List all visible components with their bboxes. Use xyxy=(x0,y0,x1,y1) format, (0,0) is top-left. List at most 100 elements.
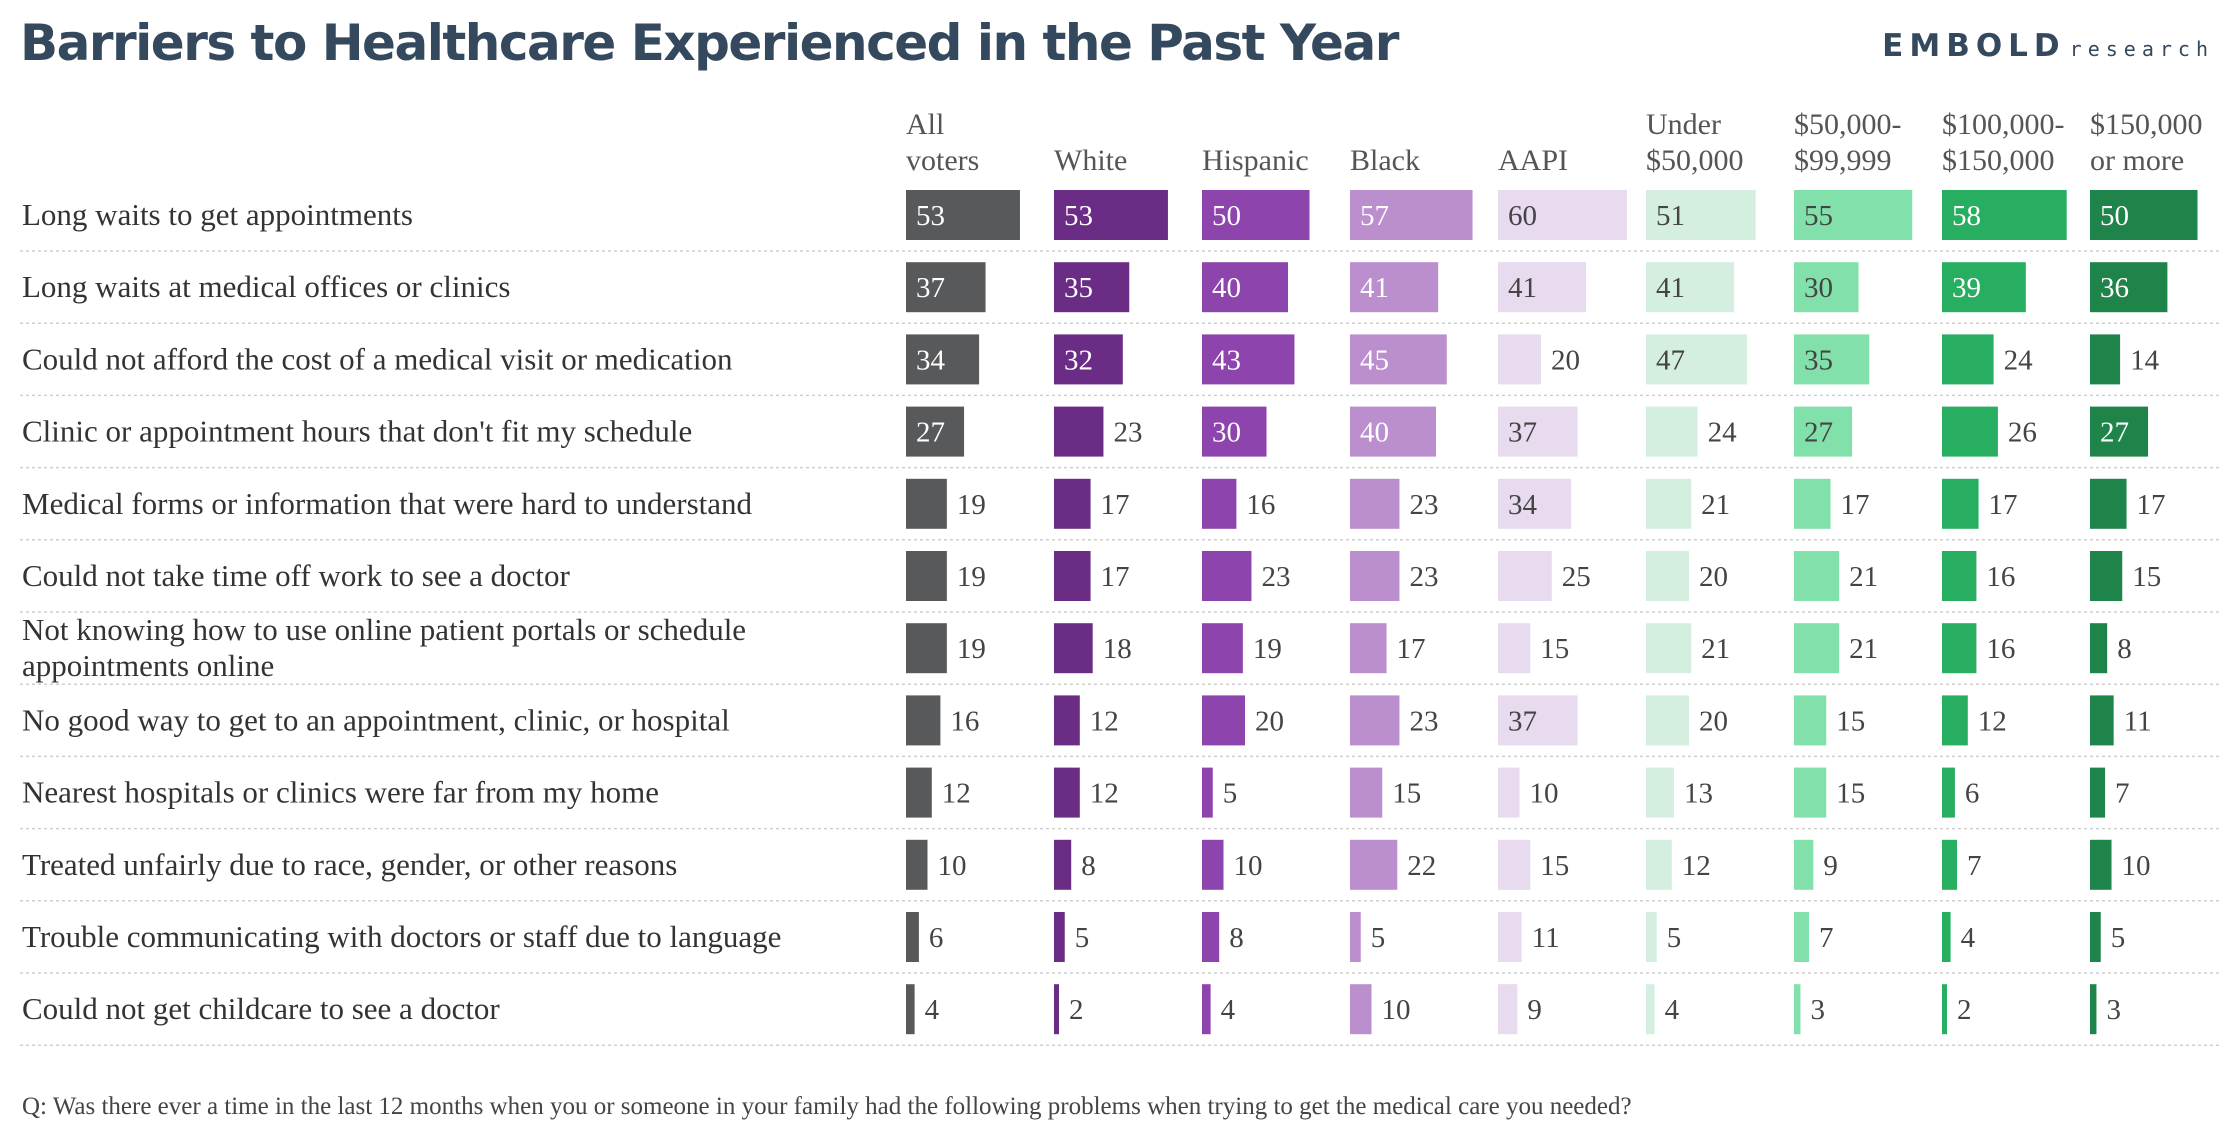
value-label-r4-c4: 34 xyxy=(1508,489,1538,521)
bar-r10-c7 xyxy=(1942,912,1951,962)
bar-r11-c6 xyxy=(1794,984,1801,1035)
bar-r10-c8 xyxy=(2090,912,2101,962)
value-label-r8-c4: 10 xyxy=(1530,778,1559,810)
row-label-2-line-0: Could not afford the cost of a medical v… xyxy=(22,341,733,376)
value-label-r8-c7: 6 xyxy=(1965,778,1980,810)
bar-r6-c6 xyxy=(1794,623,1840,674)
bar-r5-c0 xyxy=(906,551,947,601)
brand-suffix: research xyxy=(2069,37,2214,61)
column-header-0-line-0: All xyxy=(906,108,944,141)
value-label-r2-c5: 47 xyxy=(1656,344,1685,376)
bar-r11-c8 xyxy=(2090,984,2097,1035)
bar-r10-c2 xyxy=(1202,912,1220,962)
bar-r7-c0 xyxy=(906,695,941,746)
column-header-0-line-1: voters xyxy=(906,144,979,177)
bar-r3-c3 xyxy=(1350,406,1436,457)
value-label-r10-c2: 8 xyxy=(1229,922,1244,954)
value-label-r6-c7: 16 xyxy=(1986,633,2015,665)
column-header-5-line-0: Under xyxy=(1646,108,1721,141)
value-label-r9-c4: 15 xyxy=(1540,850,1569,882)
row-label-10-line-0: Trouble communicating with doctors or st… xyxy=(22,919,781,954)
value-label-r11-c6: 3 xyxy=(1810,994,1825,1026)
bar-r11-c2 xyxy=(1202,984,1211,1035)
value-label-r0-c5: 51 xyxy=(1656,200,1685,232)
value-label-r11-c0: 4 xyxy=(925,994,940,1026)
bar-r11-c0 xyxy=(906,984,915,1035)
value-label-r2-c1: 32 xyxy=(1064,344,1093,376)
bar-r8-c2 xyxy=(1202,767,1213,818)
value-label-r7-c4: 37 xyxy=(1508,705,1537,737)
bar-r0-c6 xyxy=(1794,190,1913,240)
bar-r9-c7 xyxy=(1942,839,1958,890)
value-label-r3-c4: 37 xyxy=(1508,417,1537,449)
bar-r4-c7 xyxy=(1942,478,1979,529)
bar-r7-c2 xyxy=(1202,695,1245,746)
value-label-r1-c3: 41 xyxy=(1360,272,1389,304)
value-label-r11-c5: 4 xyxy=(1665,994,1680,1026)
value-label-r8-c6: 15 xyxy=(1836,778,1865,810)
value-label-r8-c0: 12 xyxy=(942,778,971,810)
bar-r6-c1 xyxy=(1054,623,1093,674)
brand-name: EMBOLD xyxy=(1882,28,2066,64)
value-label-r5-c8: 15 xyxy=(2132,561,2161,593)
bar-r0-c1 xyxy=(1054,190,1168,240)
value-label-r6-c3: 17 xyxy=(1397,633,1426,665)
bar-r2-c4 xyxy=(1498,334,1541,385)
bar-r4-c8 xyxy=(2090,478,2127,529)
bar-r11-c3 xyxy=(1350,984,1372,1035)
row-label-0-line-0: Long waits to get appointments xyxy=(22,197,413,232)
chart-title: Barriers to Healthcare Experienced in th… xyxy=(20,14,1399,72)
bar-r3-c5 xyxy=(1646,406,1698,457)
bar-r0-c0 xyxy=(906,190,1020,240)
column-header-4-line-0: AAPI xyxy=(1498,144,1568,177)
value-label-r10-c0: 6 xyxy=(929,922,944,954)
bar-r10-c5 xyxy=(1646,912,1657,962)
bar-r3-c0 xyxy=(906,406,965,457)
column-header-2-line-0: Hispanic xyxy=(1202,144,1309,177)
value-label-r2-c2: 43 xyxy=(1212,344,1241,376)
bar-r10-c3 xyxy=(1350,912,1361,962)
bar-r8-c0 xyxy=(906,767,932,818)
bar-r6-c0 xyxy=(906,623,947,674)
value-label-r5-c7: 16 xyxy=(1986,561,2015,593)
bar-r5-c5 xyxy=(1646,551,1689,601)
brand-logo: EMBOLD research xyxy=(1882,28,2214,64)
bar-r8-c5 xyxy=(1646,767,1674,818)
column-header-1-line-0: White xyxy=(1054,144,1127,177)
bar-r2-c8 xyxy=(2090,334,2121,385)
bar-r11-c1 xyxy=(1054,984,1059,1035)
bar-r1-c5 xyxy=(1646,262,1735,313)
value-label-r3-c2: 30 xyxy=(1212,417,1241,449)
bar-r6-c2 xyxy=(1202,623,1243,674)
value-label-r1-c4: 41 xyxy=(1508,272,1537,304)
bar-r6-c5 xyxy=(1646,623,1692,674)
row-label-8-line-0: Nearest hospitals or clinics were far fr… xyxy=(22,775,659,810)
value-label-r2-c4: 20 xyxy=(1551,344,1580,376)
value-label-r7-c3: 23 xyxy=(1409,705,1438,737)
value-label-r2-c8: 14 xyxy=(2130,344,2160,376)
bar-r7-c4 xyxy=(1498,695,1578,746)
value-label-r4-c8: 17 xyxy=(2137,489,2166,521)
bar-r11-c4 xyxy=(1498,984,1518,1035)
bar-r3-c7 xyxy=(1942,406,1998,457)
bar-r2-c5 xyxy=(1646,334,1748,385)
value-label-r9-c1: 8 xyxy=(1081,850,1096,882)
value-label-r1-c2: 40 xyxy=(1212,272,1241,304)
bar-r5-c6 xyxy=(1794,551,1840,601)
value-label-r7-c8: 11 xyxy=(2124,705,2152,737)
bar-r10-c6 xyxy=(1794,912,1810,962)
value-label-r0-c6: 55 xyxy=(1804,200,1833,232)
value-label-r1-c8: 36 xyxy=(2100,272,2129,304)
bar-r5-c2 xyxy=(1202,551,1252,601)
value-label-r5-c5: 20 xyxy=(1699,561,1728,593)
bar-r7-c5 xyxy=(1646,695,1689,746)
value-label-r6-c0: 19 xyxy=(957,633,986,665)
value-label-r11-c8: 3 xyxy=(2106,994,2121,1026)
value-label-r7-c7: 12 xyxy=(1978,705,2007,737)
value-label-r6-c6: 21 xyxy=(1849,633,1878,665)
bar-r4-c4 xyxy=(1498,478,1572,529)
column-header-7-line-1: $150,000 xyxy=(1942,144,2055,177)
bar-r5-c1 xyxy=(1054,551,1091,601)
survey-question-footnote: Q: Was there ever a time in the last 12 … xyxy=(22,1093,1632,1120)
value-label-r4-c6: 17 xyxy=(1841,489,1870,521)
